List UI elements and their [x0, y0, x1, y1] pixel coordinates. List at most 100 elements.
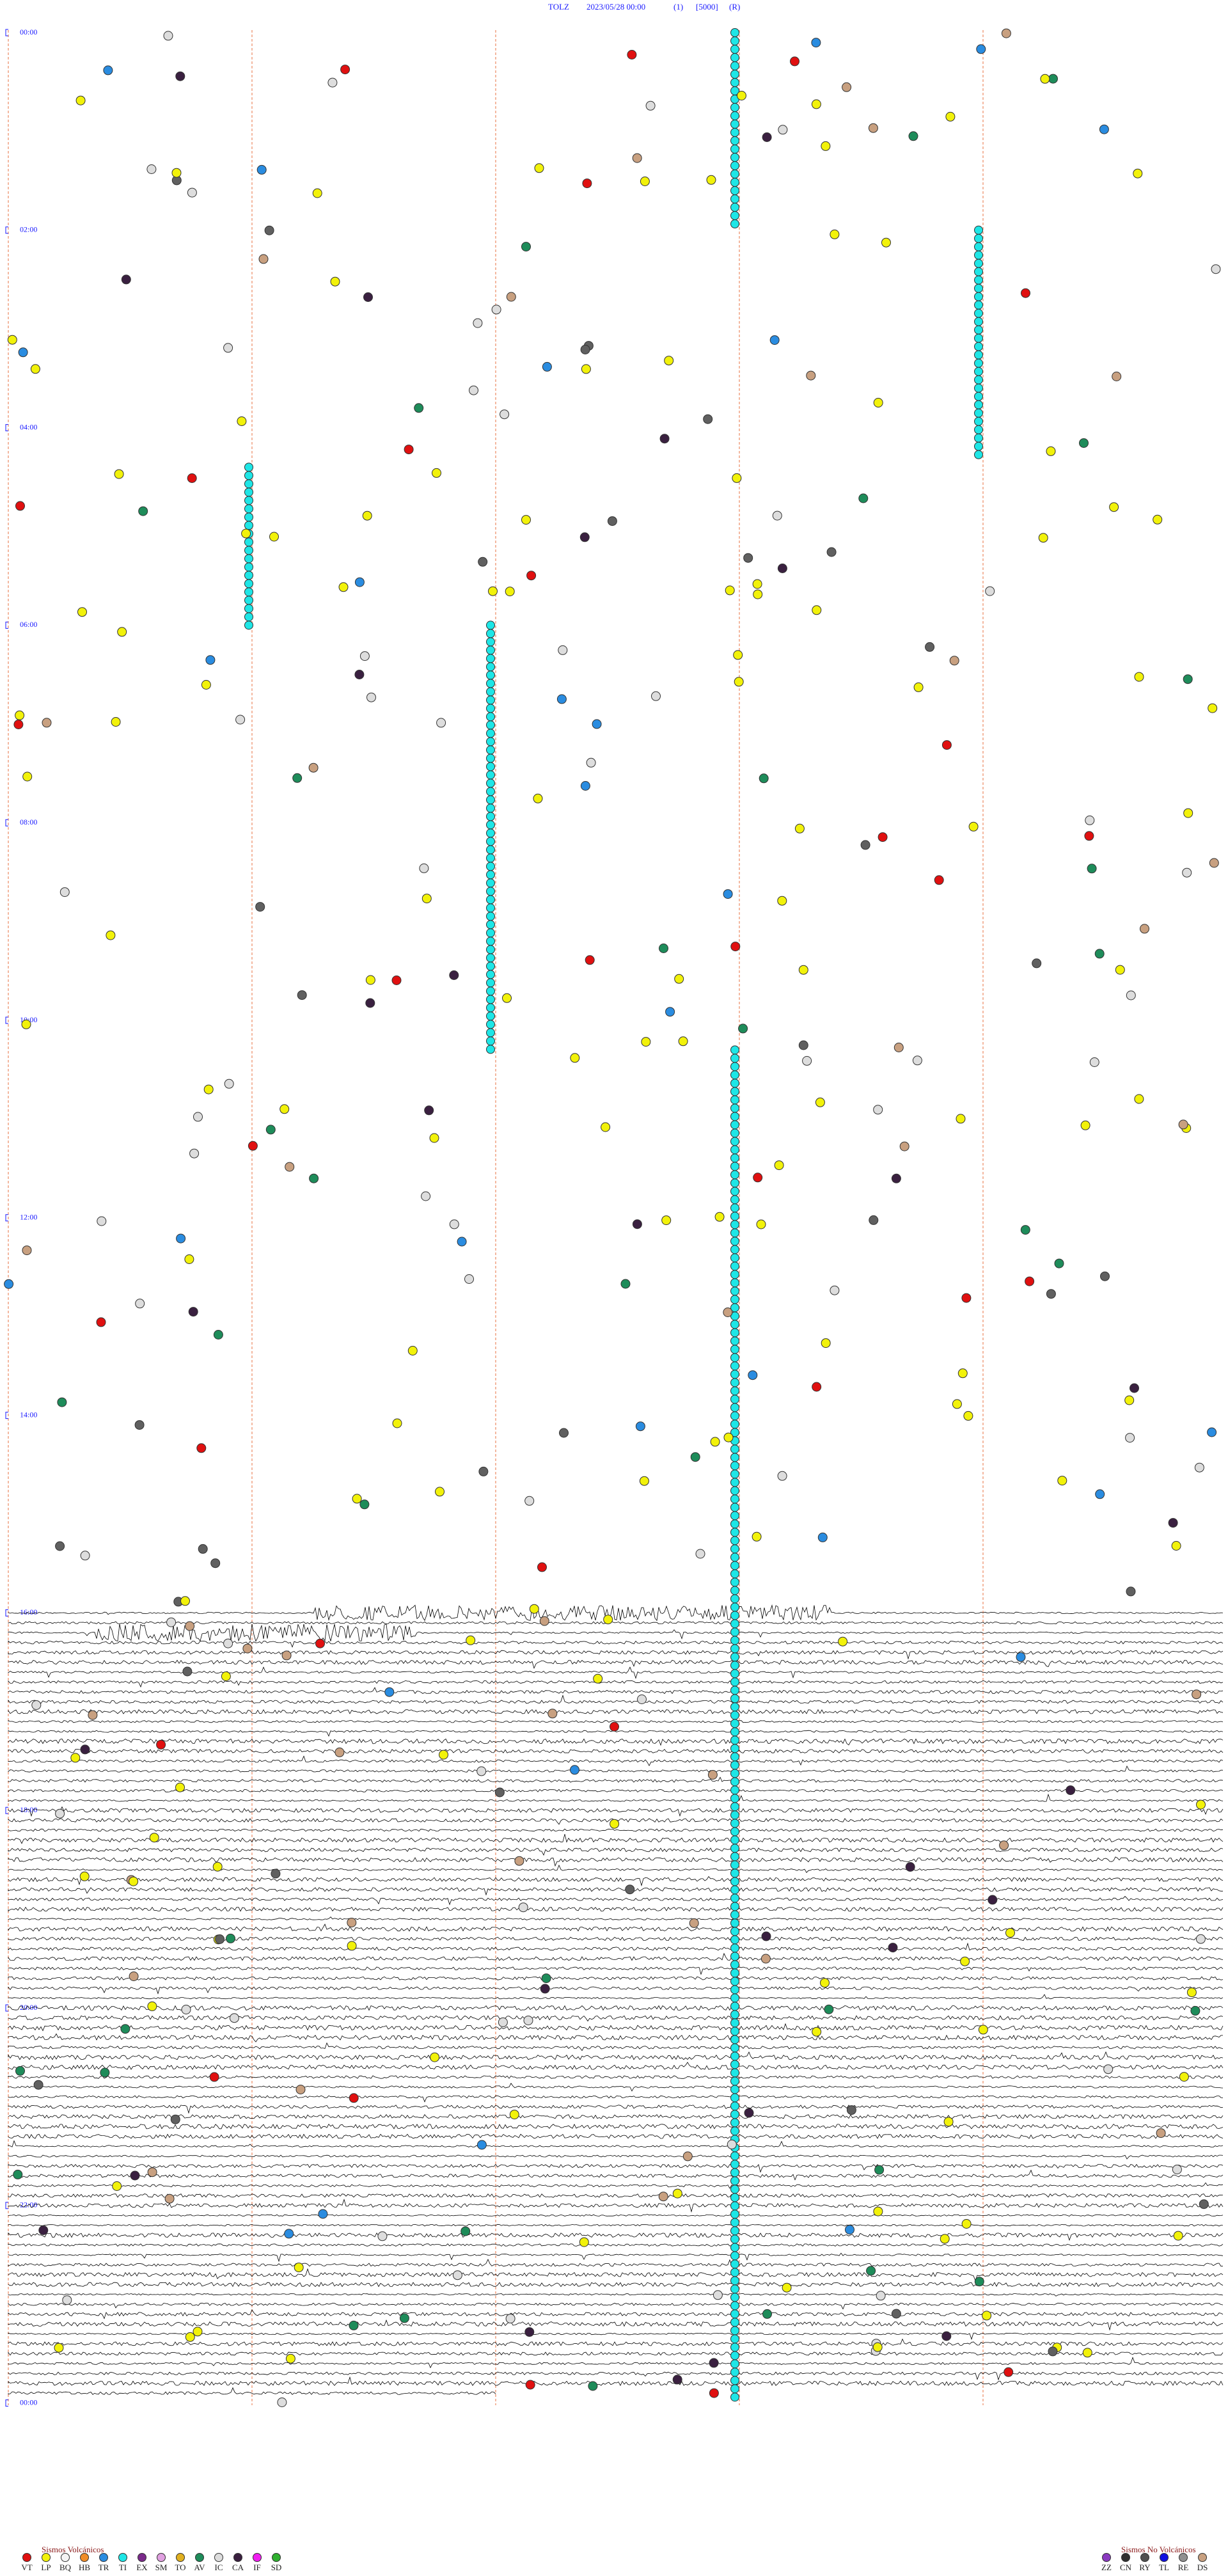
event-marker	[730, 1145, 739, 1155]
event-marker	[1095, 1489, 1105, 1499]
event-marker	[486, 787, 495, 796]
event-marker	[147, 2167, 157, 2177]
event-marker	[488, 586, 498, 596]
event-marker	[15, 2066, 25, 2076]
event-marker	[297, 990, 307, 1000]
event-marker	[129, 1972, 139, 1981]
event-marker	[730, 1444, 739, 1454]
event-marker	[244, 620, 253, 630]
event-marker	[872, 2342, 883, 2352]
event-marker	[730, 1785, 739, 1795]
event-marker	[730, 2276, 739, 2286]
event-marker	[744, 2108, 754, 2118]
event-marker	[730, 1228, 739, 1238]
event-marker	[449, 970, 459, 980]
legend-code: DS	[1197, 2563, 1208, 2572]
event-marker	[486, 754, 495, 763]
event-marker	[610, 1721, 619, 1732]
event-marker	[730, 1403, 739, 1412]
event-marker	[730, 136, 739, 145]
event-marker	[1005, 1928, 1015, 1938]
legend-swatch	[118, 2553, 127, 2562]
event-marker	[730, 211, 739, 220]
trace	[8, 1709, 1224, 1714]
event-marker	[846, 2105, 856, 2115]
trace	[8, 2332, 1224, 2341]
event-marker	[362, 510, 372, 521]
event-marker	[147, 2001, 157, 2011]
event-marker	[429, 1133, 439, 1143]
event-marker	[978, 2025, 988, 2035]
event-marker	[21, 1019, 31, 1029]
event-marker	[244, 587, 253, 597]
event-marker	[1156, 2128, 1166, 2138]
event-marker	[730, 2301, 739, 2311]
event-marker	[730, 1212, 739, 1221]
event-marker	[974, 367, 983, 376]
event-marker	[469, 385, 478, 395]
event-marker	[881, 237, 891, 248]
event-marker	[229, 2013, 239, 2023]
event-marker	[730, 178, 739, 187]
scale: [5000]	[696, 2, 718, 12]
event-marker	[730, 1486, 739, 1496]
event-marker	[893, 1043, 904, 1052]
event-marker	[777, 564, 787, 573]
event-marker	[392, 1418, 402, 1428]
trace	[8, 1876, 1224, 1886]
event-marker	[593, 1673, 603, 1684]
event-marker	[730, 2209, 739, 2219]
event-marker	[730, 2076, 739, 2086]
event-marker	[486, 762, 495, 771]
event-marker	[730, 1128, 739, 1138]
event-marker	[730, 2392, 739, 2402]
event-marker	[730, 1544, 739, 1554]
event-marker	[730, 70, 739, 79]
event-marker	[723, 1432, 734, 1442]
event-marker	[248, 1141, 258, 1151]
event-marker	[730, 1927, 739, 1936]
event-marker	[963, 1410, 973, 1421]
event-marker	[421, 1191, 431, 1201]
event-marker	[730, 1386, 739, 1396]
trace	[8, 2075, 1224, 2079]
trace	[8, 1942, 1224, 1952]
event-marker	[794, 823, 805, 834]
event-marker	[730, 2051, 739, 2061]
event-marker	[121, 274, 131, 285]
event-marker	[730, 1286, 739, 1296]
event-marker	[1100, 1271, 1110, 1281]
legend-swatch	[272, 2553, 281, 2562]
legend-title: Sismos No Volcánicos	[1121, 2545, 1196, 2554]
datetime: 2023/05/28 00:00	[586, 2, 645, 12]
trace	[8, 2083, 1224, 2092]
trace	[8, 2133, 1224, 2139]
trace	[8, 2232, 1224, 2241]
event-marker	[210, 1558, 221, 1569]
event-marker	[478, 1466, 489, 1476]
event-marker	[244, 496, 253, 505]
event-marker	[135, 1299, 145, 1309]
event-marker	[826, 547, 837, 557]
event-marker	[730, 36, 739, 45]
event-marker	[730, 1694, 739, 1703]
event-marker	[632, 1219, 642, 1229]
legend-code: AV	[194, 2563, 205, 2572]
event-marker	[730, 1852, 739, 1861]
event-marker	[457, 1237, 467, 1247]
event-marker	[285, 1162, 295, 1172]
event-marker	[213, 1330, 223, 1339]
legend-swatch	[195, 2553, 204, 2562]
event-marker	[982, 2311, 992, 2321]
event-marker	[223, 343, 233, 353]
event-marker	[730, 1794, 739, 1803]
event-marker	[244, 571, 253, 580]
event-marker	[196, 1443, 207, 1453]
trace	[8, 1680, 1224, 1688]
event-marker	[730, 120, 739, 129]
event-marker	[486, 1003, 495, 1013]
trace	[8, 1755, 1224, 1767]
event-marker	[974, 325, 983, 335]
trace	[8, 1976, 1224, 1980]
event-marker	[601, 1122, 611, 1132]
